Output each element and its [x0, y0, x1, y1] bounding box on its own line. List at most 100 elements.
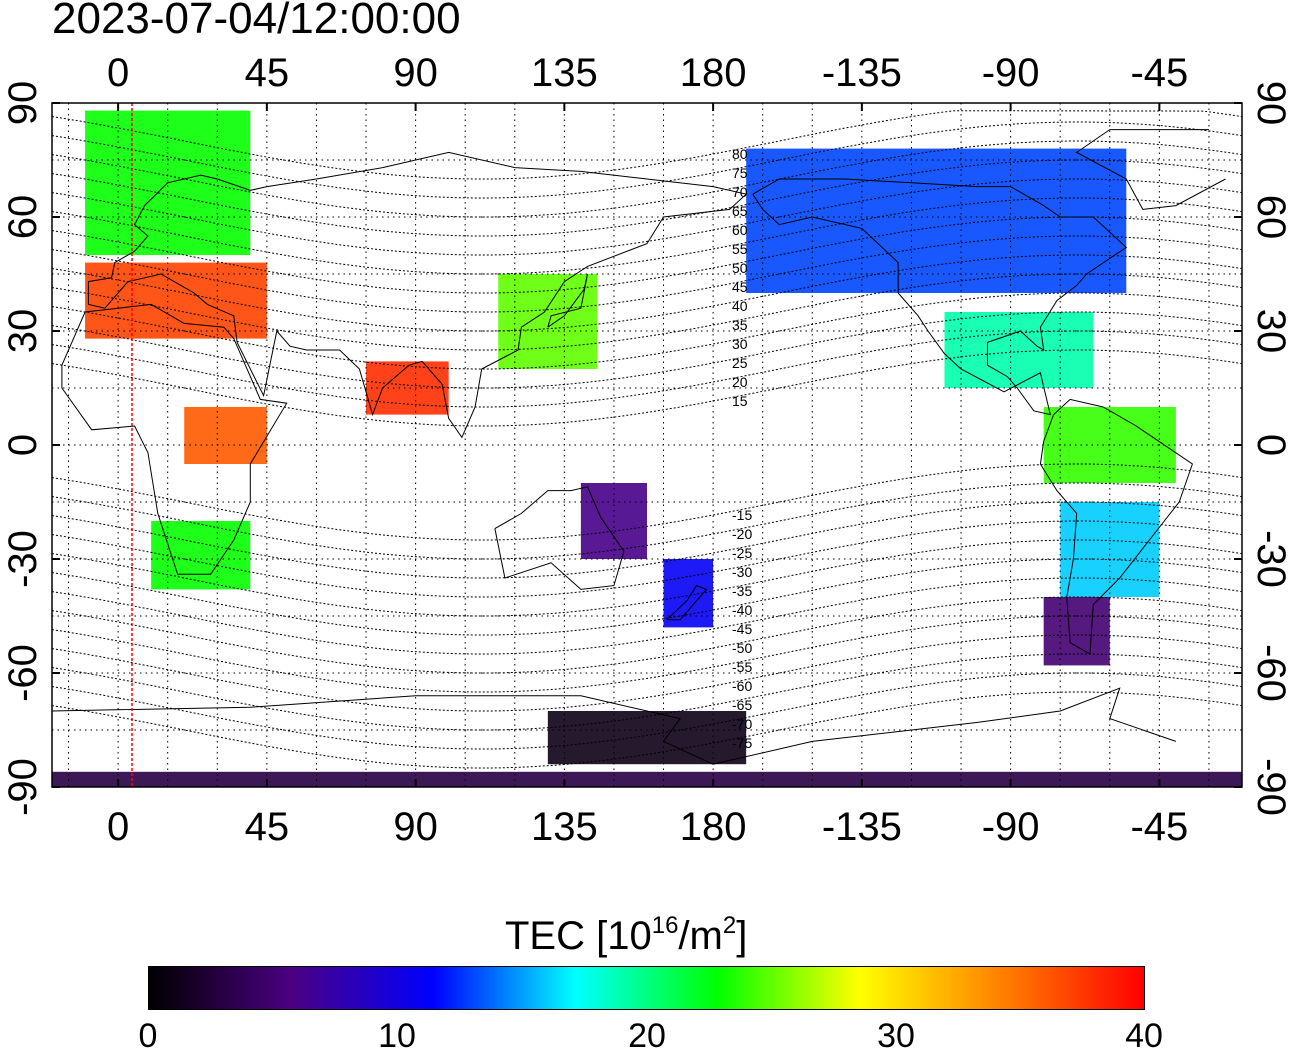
- magnetic-latitude-contour: [51, 615, 1243, 693]
- tec-region-patch: [547, 711, 747, 765]
- magnetic-latitude-contour: [51, 311, 1243, 389]
- left-latitude-tick-label: 90: [1, 81, 45, 126]
- magnetic-latitude-contour: [51, 672, 1243, 750]
- magnetic-latitude-label: -30: [732, 564, 752, 580]
- magnetic-latitude-contour: [51, 558, 1243, 636]
- top-longitude-tick-label: -90: [982, 51, 1040, 95]
- tec-world-map: 80 75 70 65 60 55 50 45 40 35 30 25 20 15 -15 -20 -25 -30…: [1, 51, 1293, 849]
- colorbar-title-exponent: 16: [651, 912, 679, 939]
- left-latitude-tick-label: 0: [1, 434, 45, 456]
- magnetic-latitude-contour: [51, 178, 1243, 256]
- magnetic-latitude-label: -20: [732, 526, 752, 542]
- right-latitude-tick-label: 30: [1249, 309, 1293, 354]
- right-latitude-tick-label: -90: [1249, 758, 1293, 816]
- magnetic-latitude-contour: [51, 235, 1243, 313]
- magnetic-latitude-label: 30: [732, 336, 748, 352]
- magnetic-latitude-label: -50: [732, 640, 752, 656]
- top-longitude-tick-label: 45: [245, 51, 290, 95]
- magnetic-latitude-contour: [51, 691, 1243, 769]
- magnetic-latitude-label: -70: [732, 716, 752, 732]
- bottom-longitude-tick-label: -45: [1130, 805, 1188, 849]
- bottom-longitude-tick-label: -135: [822, 805, 902, 849]
- magnetic-latitude-contour: [51, 121, 1243, 199]
- colorbar-tick-label: 0: [138, 1017, 158, 1055]
- right-latitude-tick-label: 0: [1249, 434, 1293, 456]
- magnetic-latitude-contour: [51, 577, 1243, 655]
- coastline-path: [87, 151, 748, 439]
- magnetic-latitude-contour: [51, 254, 1243, 332]
- right-latitude-tick-label: -60: [1249, 644, 1293, 702]
- coastline-path: [666, 584, 708, 621]
- top-longitude-tick-label: 180: [680, 51, 747, 95]
- tec-colorbar: [148, 966, 1145, 1010]
- tec-region-patch: [1043, 597, 1110, 666]
- magnetic-latitude-contour: [51, 482, 1243, 560]
- top-longitude-tick-label: -135: [822, 51, 902, 95]
- tec-region-patch: [151, 521, 251, 590]
- magnetic-latitude-label: 50: [732, 260, 748, 276]
- coastline-path: [752, 178, 1128, 416]
- colorbar-tick-label: 30: [877, 1017, 915, 1055]
- top-longitude-tick-label: -45: [1130, 51, 1188, 95]
- magnetic-latitude-label: 80: [732, 146, 748, 162]
- tec-data-layer: [52, 110, 1242, 787]
- lat-lon-grid: [52, 103, 1242, 787]
- magnetic-latitude-label: 15: [732, 393, 748, 409]
- magnetic-latitude-contour: [51, 110, 1243, 180]
- magnetic-latitude-label: -75: [732, 735, 752, 751]
- magnetic-latitude-contour: [51, 330, 1243, 408]
- magnetic-latitude-label: 65: [732, 203, 748, 219]
- magnetic-latitude-contour: [51, 197, 1243, 275]
- bottom-longitude-tick-label: -90: [982, 805, 1040, 849]
- coastline-path: [1039, 398, 1193, 655]
- magnetic-latitude-contour: [51, 653, 1243, 731]
- magnetic-latitude-contour: [51, 349, 1243, 427]
- tec-region-patch: [663, 559, 714, 628]
- magnetic-latitude-contour: [51, 463, 1243, 541]
- colorbar-title-unit: /m: [678, 914, 723, 958]
- axis-ticks: 0 0 45 45 90 90 135 135 180 180 -135 -135 -90 -90 -45 -…: [1, 51, 1293, 849]
- magnetic-latitude-label: -25: [732, 545, 752, 561]
- map-timestamp-title: 2023-07-04/12:00:00: [52, 0, 461, 43]
- left-latitude-tick-label: 30: [1, 309, 45, 354]
- bottom-longitude-tick-label: 135: [531, 805, 598, 849]
- magnetic-latitude-label: -60: [732, 678, 752, 694]
- right-latitude-tick-label: 90: [1249, 81, 1293, 126]
- magnetic-latitude-label: 70: [732, 184, 748, 200]
- colorbar-tick-label: 40: [1125, 1017, 1163, 1055]
- colorbar-title-unit-exponent: 2: [722, 912, 737, 939]
- magnetic-latitude-label: 20: [732, 374, 748, 390]
- bottom-longitude-tick-label: 180: [680, 805, 747, 849]
- coastline-path: [494, 486, 625, 590]
- magnetic-latitude-label: 60: [732, 222, 748, 238]
- tec-region-patch: [366, 361, 449, 415]
- bottom-longitude-tick-label: 0: [107, 805, 129, 849]
- magnetic-latitude-label: -45: [732, 621, 752, 637]
- magnetic-latitude-label: -15: [732, 507, 752, 523]
- colorbar-title-end: ]: [736, 914, 748, 958]
- colorbar-title-text: TEC [10: [505, 914, 652, 958]
- magnetic-latitude-label: -55: [732, 659, 752, 675]
- top-longitude-tick-label: 135: [531, 51, 598, 95]
- magnetic-latitude-label: 25: [732, 355, 748, 371]
- coastline-path: [547, 273, 588, 328]
- tec-region-patch: [498, 274, 598, 369]
- magnetic-latitude-contour: [51, 539, 1243, 617]
- magnetic-latitude-contour: [51, 501, 1243, 579]
- magnetic-latitude-contour: [51, 273, 1243, 351]
- left-latitude-tick-label: 60: [1, 195, 45, 240]
- bottom-longitude-tick-label: 90: [393, 805, 438, 849]
- colorbar-tick-label: 20: [628, 1017, 666, 1055]
- magnetic-latitude-contour: [51, 520, 1243, 598]
- magnetic-latitude-contours: 80 75 70 65 60 55 50 45 40 35 30 25 20 15 -15 -20 -25 -30…: [51, 110, 1243, 769]
- right-latitude-tick-label: 60: [1249, 195, 1293, 240]
- magnetic-latitude-contour: [51, 596, 1243, 674]
- left-latitude-tick-label: -30: [1, 530, 45, 588]
- tec-region-patch: [52, 771, 1242, 787]
- magnetic-latitude-label: -65: [732, 697, 752, 713]
- magnetic-latitude-contour: [51, 216, 1243, 294]
- tec-region-patch: [184, 407, 267, 464]
- top-longitude-tick-label: 90: [393, 51, 438, 95]
- magnetic-latitude-contour: [51, 634, 1243, 712]
- magnetic-latitude-label: -40: [732, 602, 752, 618]
